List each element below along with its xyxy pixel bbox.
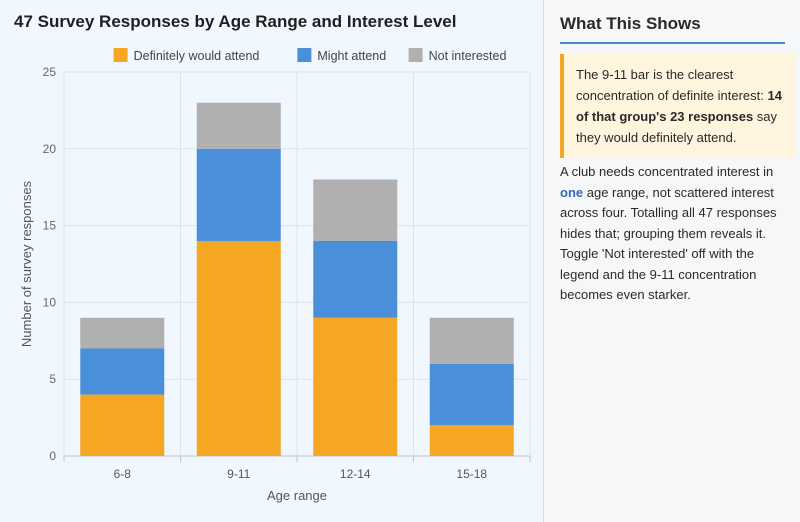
x-axis-label: Age range: [267, 488, 327, 503]
bar-segment-not-interested-12-14[interactable]: [313, 179, 398, 241]
bar-segment-might-attend-6-8[interactable]: [80, 348, 165, 395]
axes: 0 5 10 15 20 25 6-8 9-11 12-14 15-18: [43, 65, 531, 481]
y-axis-label: Number of survey responses: [19, 180, 34, 347]
y-tick-label: 5: [49, 372, 56, 386]
y-tick-label: 10: [43, 295, 57, 309]
callout-bold-text: 14 of that group's 23 responses: [576, 88, 782, 124]
bar-segment-might-attend-15-18[interactable]: [429, 363, 514, 426]
legend-label: Definitely would attend: [134, 49, 260, 63]
panel-divider: [543, 0, 544, 522]
body-text-2: age range, not scattered interest across…: [560, 184, 777, 303]
callout-text-1: The 9-11 bar is the clearest concentrati…: [576, 67, 768, 103]
legend-label: Not interested: [429, 49, 507, 63]
x-tick-label: 15-18: [456, 467, 487, 481]
key-insight-callout: The 9-11 bar is the clearest concentrati…: [560, 54, 795, 158]
legend-item-might-attend[interactable]: Might attend: [297, 48, 386, 63]
legend-swatch: [113, 48, 128, 62]
x-tick-label: 9-11: [227, 467, 250, 481]
callout-text-2: say they would definitely attend.: [576, 109, 778, 145]
bar-segment-definitely-would-attend-12-14[interactable]: [313, 317, 398, 456]
legend[interactable]: Definitely would attend Might attend Not i…: [113, 48, 507, 63]
bars: [80, 102, 514, 456]
explanation-panel: What This Shows The 9-11 bar is the clea…: [544, 0, 800, 522]
body-highlight: one: [560, 184, 584, 200]
title-underline: [560, 42, 785, 44]
chart-panel: 47 Survey Responses by Age Range and Int…: [0, 0, 543, 522]
bar-segment-definitely-would-attend-6-8[interactable]: [80, 394, 165, 456]
bar-segment-not-interested-6-8[interactable]: [80, 317, 165, 349]
bar-segment-might-attend-12-14[interactable]: [313, 240, 398, 318]
bar-segment-not-interested-9-11[interactable]: [196, 102, 281, 149]
legend-label: Might attend: [317, 49, 386, 63]
x-tick-label: 12-14: [340, 467, 371, 481]
explanation-title: What This Shows: [560, 14, 701, 33]
bar-segment-definitely-would-attend-9-11[interactable]: [196, 240, 281, 456]
bar-segment-definitely-would-attend-15-18[interactable]: [429, 425, 514, 456]
y-tick-label: 0: [49, 449, 56, 463]
chart-title: 47 Survey Responses by Age Range and Int…: [14, 12, 457, 31]
body-text-1: A club needs concentrated interest in: [560, 164, 774, 179]
legend-item-not-interested[interactable]: Not interested: [408, 48, 507, 63]
legend-item-definitely-would-attend[interactable]: Definitely would attend: [113, 48, 260, 63]
x-tick-label: 6-8: [114, 467, 132, 481]
bar-segment-not-interested-15-18[interactable]: [429, 317, 514, 364]
stacked-bar-chart: 0 5 10 15 20 25 6-8 9-11 12-14 15-18 Definitely w…: [19, 48, 531, 503]
y-tick-label: 15: [43, 219, 57, 233]
bar-segment-might-attend-9-11[interactable]: [196, 148, 281, 241]
legend-swatch: [297, 48, 312, 62]
legend-swatch: [408, 48, 423, 62]
explanation-body: A club needs concentrated interest in on…: [560, 162, 788, 306]
y-tick-label: 25: [43, 65, 57, 79]
y-tick-label: 20: [43, 142, 57, 156]
